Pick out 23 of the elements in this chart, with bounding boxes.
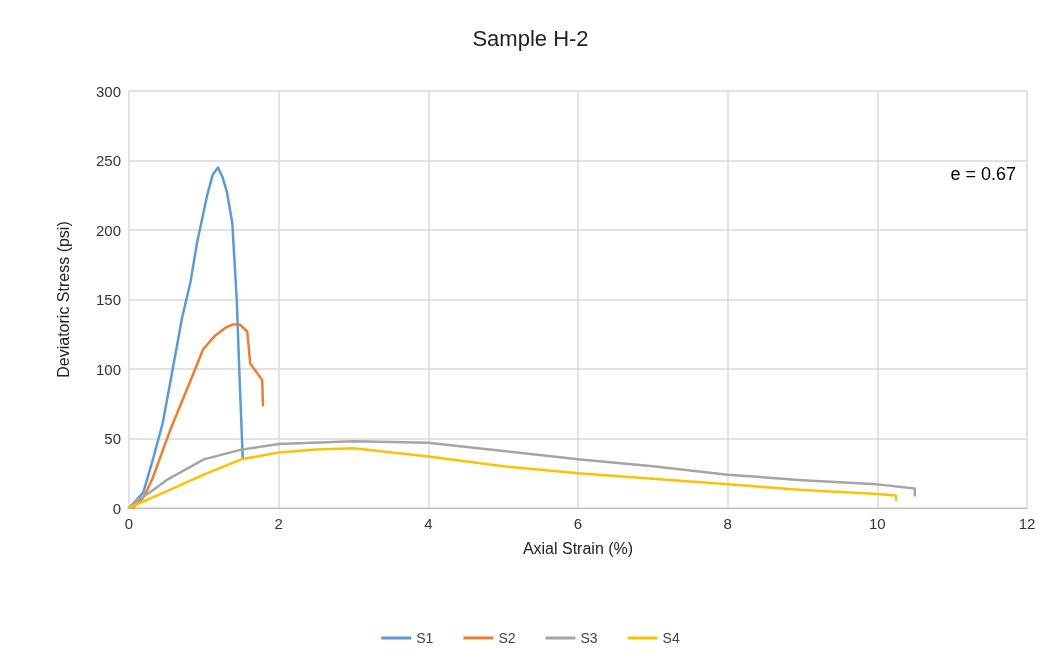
y-tick-label: 100 xyxy=(95,360,121,378)
legend-label: S3 xyxy=(580,630,598,646)
y-tick-label: 0 xyxy=(112,499,121,517)
chart-title: Sample H-2 xyxy=(472,25,589,51)
x-tick-label: 10 xyxy=(868,515,886,532)
x-tick-label: 4 xyxy=(424,515,433,532)
y-axis-title: Deviatoric Stress (psi) xyxy=(54,221,72,378)
x-tick-label: 0 xyxy=(124,515,134,532)
x-tick-label: 8 xyxy=(723,515,732,532)
x-tick-label: 12 xyxy=(1018,515,1036,532)
legend-label: S4 xyxy=(662,630,680,646)
legend-label: S2 xyxy=(498,630,516,646)
legend-label: S1 xyxy=(416,630,434,646)
y-tick-label: 150 xyxy=(95,291,121,308)
x-tick-label: 6 xyxy=(573,515,583,532)
line-series xyxy=(131,323,265,510)
y-tick-label: 300 xyxy=(95,82,121,100)
x-tick-label: 2 xyxy=(274,515,283,532)
y-tick-label: 50 xyxy=(104,430,121,447)
y-tick-label: 200 xyxy=(95,221,121,239)
x-axis-title: Axial Strain (%) xyxy=(522,539,634,557)
y-tick-label: 250 xyxy=(95,152,121,169)
annotation: e = 0.67 xyxy=(950,164,1016,184)
